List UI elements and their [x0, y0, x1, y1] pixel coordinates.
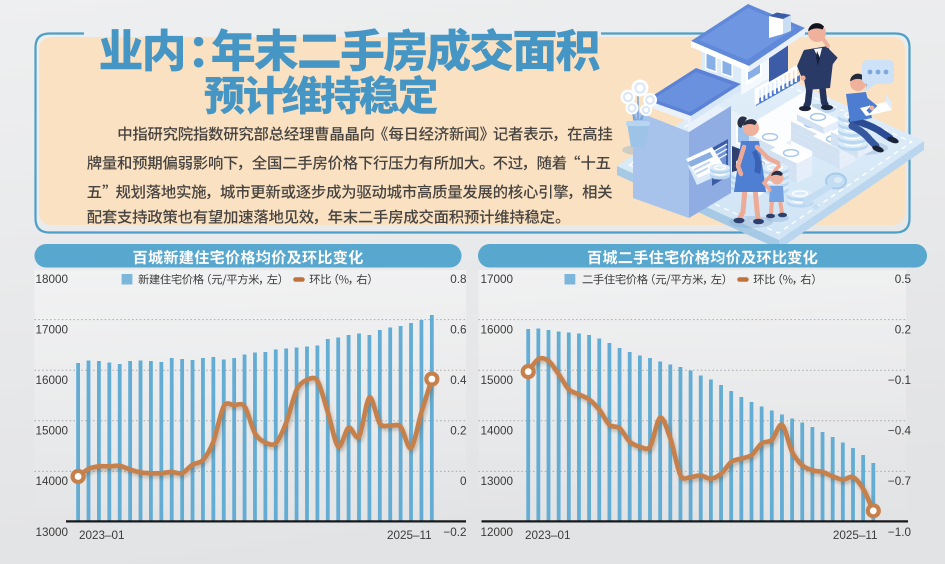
svg-text:0.2: 0.2 — [450, 425, 466, 438]
svg-text:16000: 16000 — [481, 323, 514, 336]
svg-text:13000: 13000 — [481, 475, 514, 488]
svg-text:0.6: 0.6 — [450, 323, 466, 336]
svg-text:0.5: 0.5 — [895, 273, 912, 286]
svg-text:−0.2: −0.2 — [443, 526, 466, 539]
svg-text:2023–01: 2023–01 — [525, 529, 571, 542]
svg-text:2025–11: 2025–11 — [833, 529, 878, 542]
svg-text:17000: 17000 — [36, 323, 69, 336]
svg-text:0: 0 — [460, 475, 467, 488]
svg-text:2025–11: 2025–11 — [387, 529, 432, 542]
svg-text:16000: 16000 — [36, 374, 69, 387]
svg-text:15000: 15000 — [36, 425, 69, 438]
svg-text:−0.1: −0.1 — [888, 374, 911, 387]
svg-text:2023–01: 2023–01 — [79, 529, 125, 542]
svg-text:−0.4: −0.4 — [888, 425, 912, 438]
svg-text:−1.0: −1.0 — [888, 526, 912, 539]
svg-text:15000: 15000 — [481, 374, 514, 387]
svg-text:0.2: 0.2 — [895, 323, 911, 336]
svg-text:13000: 13000 — [36, 526, 69, 539]
svg-text:18000: 18000 — [36, 273, 69, 286]
svg-text:17000: 17000 — [481, 273, 514, 286]
svg-text:14000: 14000 — [481, 425, 514, 438]
svg-text:0.8: 0.8 — [450, 273, 466, 286]
svg-text:14000: 14000 — [36, 475, 69, 488]
svg-text:12000: 12000 — [481, 526, 514, 539]
svg-text:−0.7: −0.7 — [888, 475, 911, 488]
svg-text:0.4: 0.4 — [450, 374, 467, 387]
